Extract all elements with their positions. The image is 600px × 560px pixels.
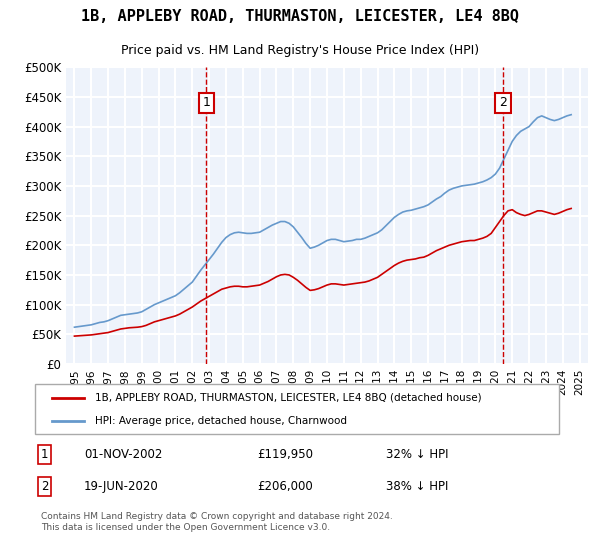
Text: 1: 1 bbox=[202, 96, 210, 109]
Text: 01-NOV-2002: 01-NOV-2002 bbox=[84, 448, 163, 461]
Text: 2: 2 bbox=[499, 96, 507, 109]
Text: Contains HM Land Registry data © Crown copyright and database right 2024.
This d: Contains HM Land Registry data © Crown c… bbox=[41, 512, 392, 531]
Text: HPI: Average price, detached house, Charnwood: HPI: Average price, detached house, Char… bbox=[95, 416, 347, 426]
Text: 19-JUN-2020: 19-JUN-2020 bbox=[84, 479, 159, 493]
Text: £119,950: £119,950 bbox=[257, 448, 313, 461]
Text: Price paid vs. HM Land Registry's House Price Index (HPI): Price paid vs. HM Land Registry's House … bbox=[121, 44, 479, 57]
Text: 1B, APPLEBY ROAD, THURMASTON, LEICESTER, LE4 8BQ (detached house): 1B, APPLEBY ROAD, THURMASTON, LEICESTER,… bbox=[95, 393, 481, 403]
Text: 1B, APPLEBY ROAD, THURMASTON, LEICESTER, LE4 8BQ: 1B, APPLEBY ROAD, THURMASTON, LEICESTER,… bbox=[81, 10, 519, 24]
Text: 32% ↓ HPI: 32% ↓ HPI bbox=[386, 448, 449, 461]
Text: 1: 1 bbox=[41, 448, 48, 461]
FancyBboxPatch shape bbox=[35, 384, 559, 434]
Text: 38% ↓ HPI: 38% ↓ HPI bbox=[386, 479, 449, 493]
Text: £206,000: £206,000 bbox=[257, 479, 313, 493]
Text: 2: 2 bbox=[41, 479, 48, 493]
